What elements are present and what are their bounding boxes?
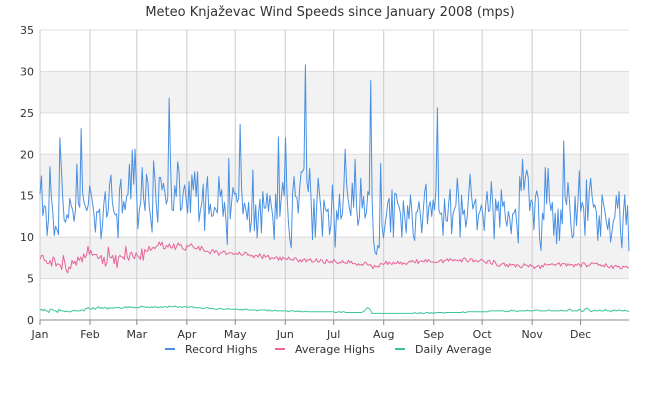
- x-tick-label: May: [224, 328, 247, 341]
- y-tick-label: 0: [27, 314, 34, 327]
- legend-item-label[interactable]: Record Highs: [185, 343, 258, 356]
- series-lines: [39, 64, 630, 314]
- y-axis-ticks: 0 5 10 15 20 25 30 35: [20, 24, 34, 327]
- y-tick-label: 25: [20, 107, 34, 120]
- x-tick-label: Mar: [126, 328, 147, 341]
- y-tick-label: 15: [20, 190, 34, 203]
- x-tick-label: Jul: [326, 328, 340, 341]
- legend-item-label[interactable]: Daily Average: [415, 343, 492, 356]
- series-line-average-highs: [39, 241, 629, 274]
- series-line-daily-average: [39, 305, 630, 314]
- x-tick-label: Apr: [177, 328, 197, 341]
- legend[interactable]: Record Highs Average Highs Daily Average: [165, 343, 492, 356]
- grid-band: [40, 237, 629, 279]
- grid-bands: [40, 71, 629, 279]
- grid-band: [40, 154, 629, 196]
- x-tick-label: Feb: [80, 328, 99, 341]
- series-line-record-highs: [39, 64, 630, 256]
- y-tick-label: 10: [20, 231, 34, 244]
- grid-lines: [39, 29, 629, 321]
- x-tick-label: Oct: [473, 328, 493, 341]
- legend-item-label[interactable]: Average Highs: [295, 343, 375, 356]
- y-tick-label: 30: [20, 65, 34, 78]
- y-tick-label: 35: [20, 24, 34, 37]
- grid-band: [40, 71, 629, 113]
- x-tick-label: Dec: [570, 328, 591, 341]
- x-tick-label: Jan: [31, 328, 49, 341]
- x-tick-label: Jun: [276, 328, 294, 341]
- y-tick-label: 5: [27, 273, 34, 286]
- y-tick-label: 20: [20, 148, 34, 161]
- x-tick-label: Aug: [373, 328, 394, 341]
- chart-title: Meteo Knjaževac Wind Speeds since Januar…: [145, 5, 514, 20]
- x-tick-label: Sep: [423, 328, 444, 341]
- x-tick-label: Nov: [521, 328, 543, 341]
- x-axis-ticks: Jan Feb Mar Apr May Jun Jul Aug Sep Oct Nov Dec: [31, 320, 591, 341]
